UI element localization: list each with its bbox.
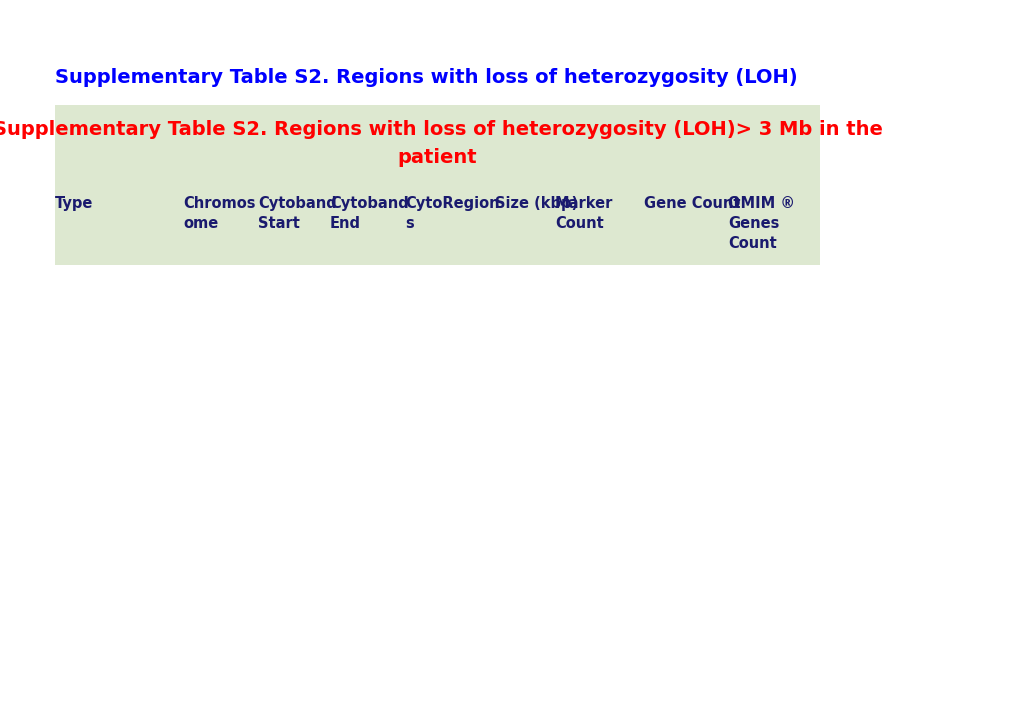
Text: Type: Type [55, 196, 94, 211]
Text: Size (kbp): Size (kbp) [494, 196, 578, 211]
Text: OMIM ®
Genes
Count: OMIM ® Genes Count [728, 196, 794, 251]
Text: patient: patient [397, 148, 477, 167]
Bar [55, 105, 819, 265]
Text: Chromos
ome: Chromos ome [182, 196, 255, 231]
Text: Marker
Count: Marker Count [554, 196, 612, 231]
Text: Cytoband
End: Cytoband End [330, 196, 409, 231]
Text: Supplementary Table S2. Regions with loss of heterozygosity (LOH)> 3 Mb in the: Supplementary Table S2. Regions with los… [0, 120, 881, 139]
Text: Cytoband
Start: Cytoband Start [258, 196, 336, 231]
Text: Supplementary Table S2. Regions with loss of heterozygosity (LOH): Supplementary Table S2. Regions with los… [55, 68, 797, 87]
Text: Gene Count: Gene Count [643, 196, 740, 211]
Text: CytoRegion
s: CytoRegion s [405, 196, 499, 231]
